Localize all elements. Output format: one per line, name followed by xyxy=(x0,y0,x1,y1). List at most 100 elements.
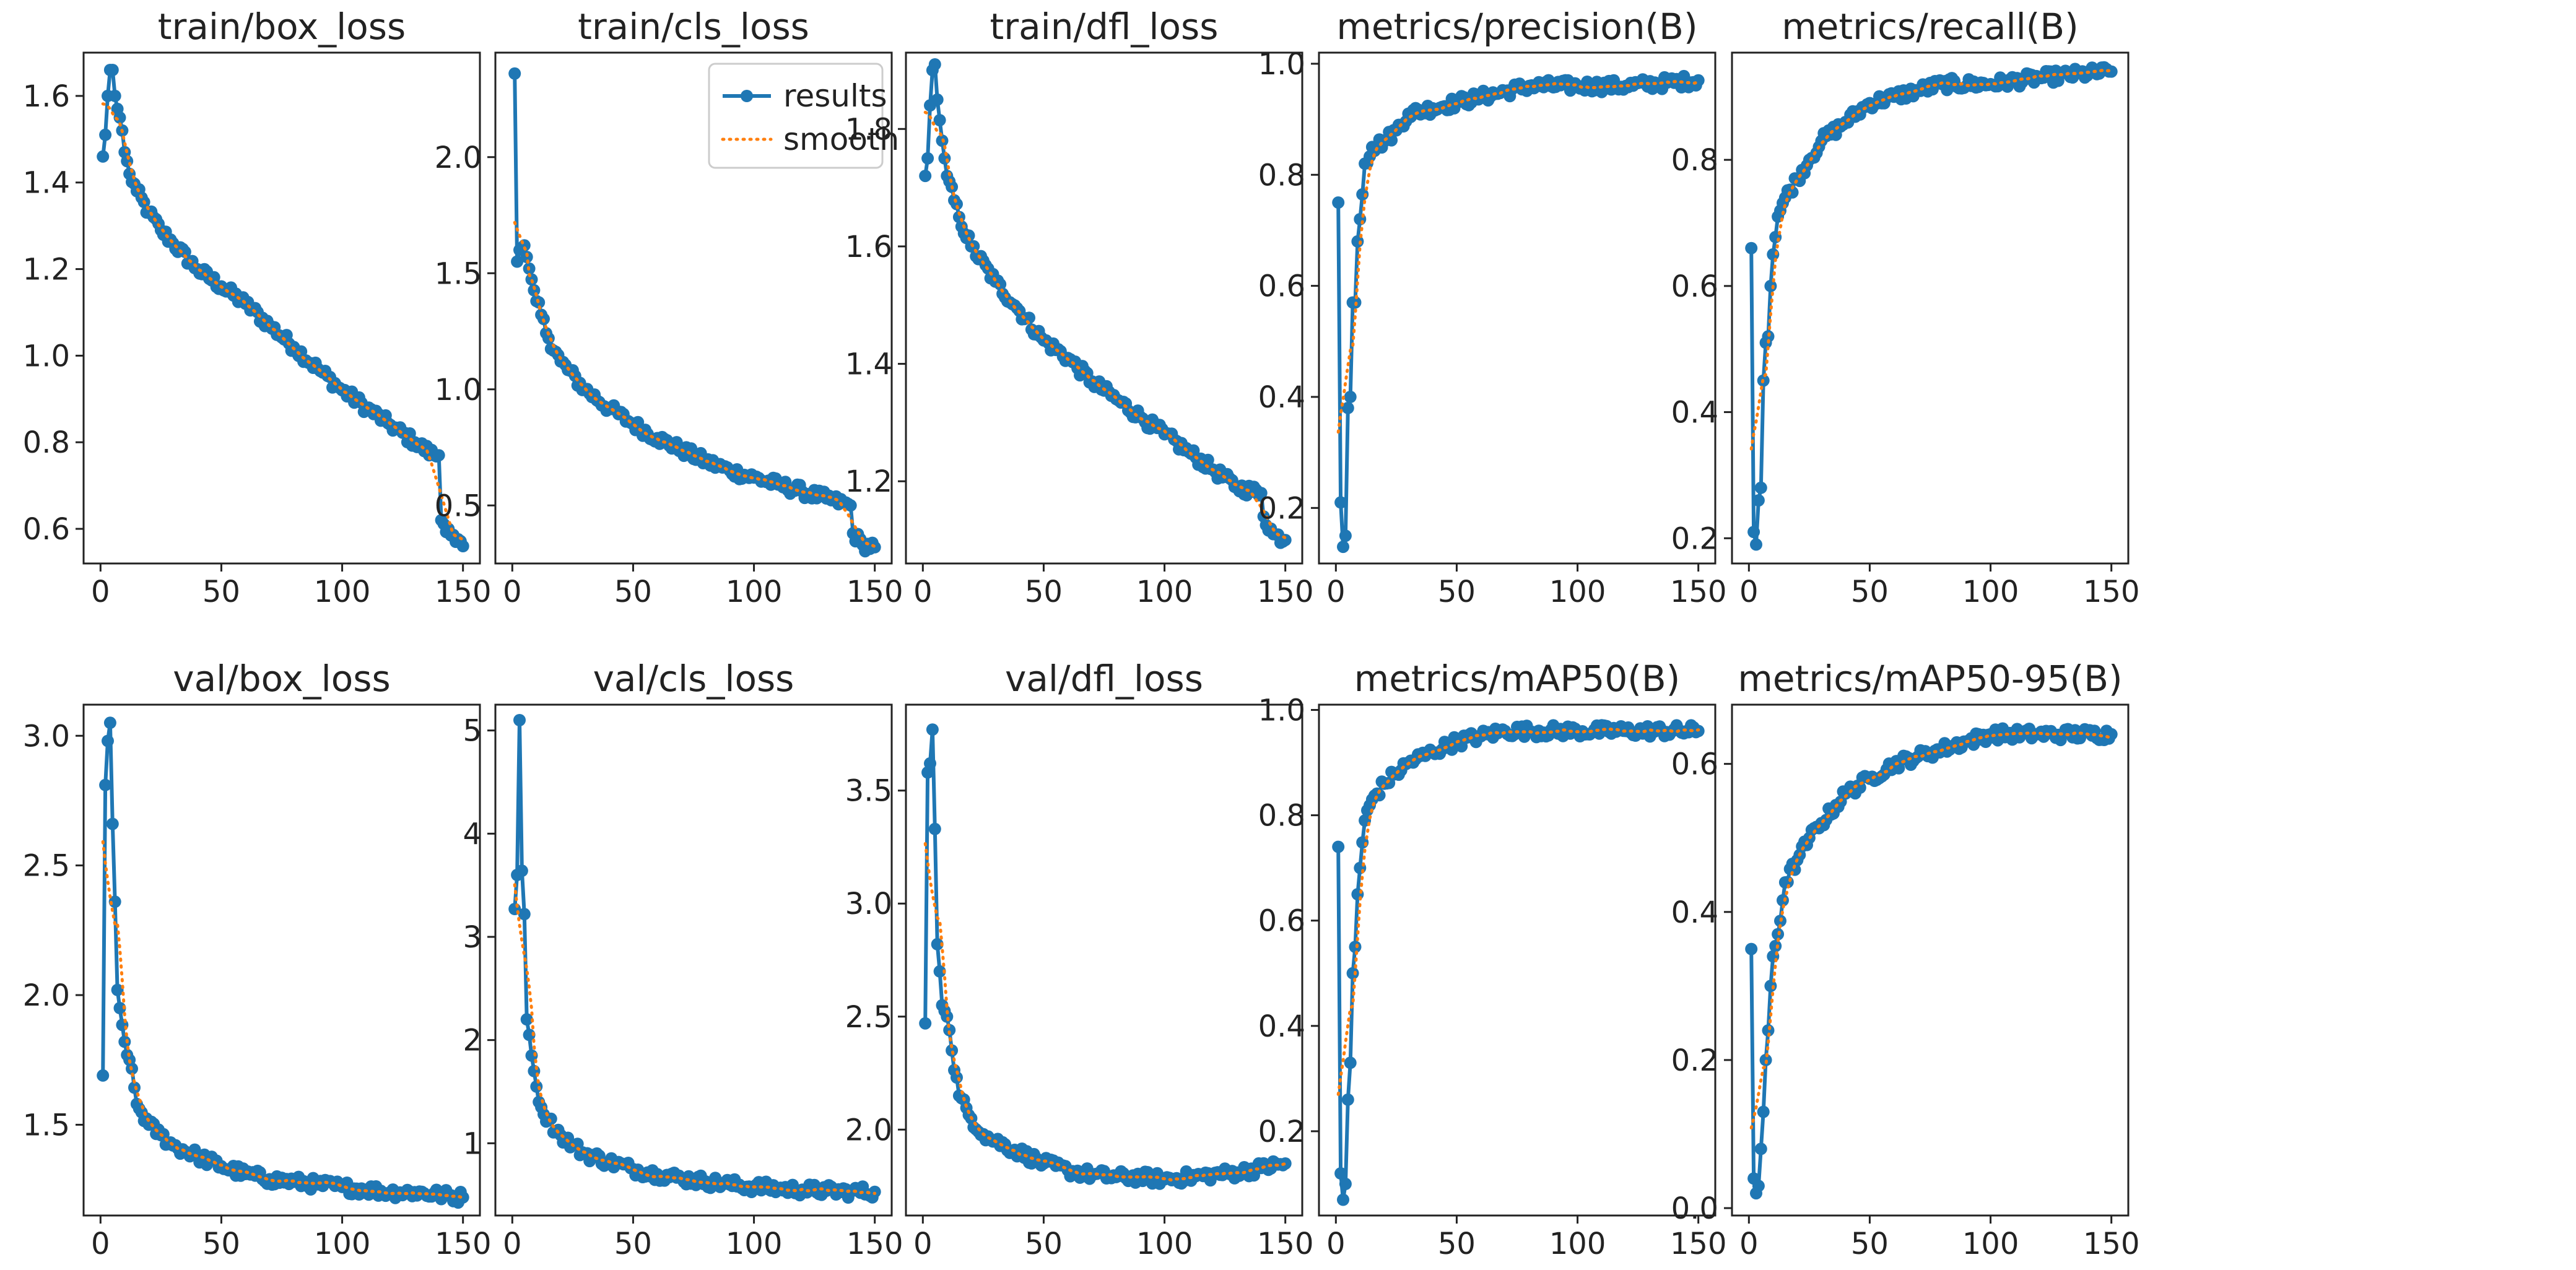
plot-area xyxy=(919,58,1292,549)
y-tick-label: 0.2 xyxy=(1258,1115,1305,1149)
result-point xyxy=(513,714,526,726)
result-point xyxy=(1344,1056,1357,1069)
result-point xyxy=(931,937,944,950)
plot-area xyxy=(1332,719,1705,1206)
result-point xyxy=(941,1010,954,1023)
result-point xyxy=(2105,728,2118,741)
y-tick-label: 3.0 xyxy=(845,887,892,921)
legend: results smooth xyxy=(708,63,899,169)
plot-area xyxy=(97,716,469,1209)
result-point xyxy=(1279,534,1292,547)
y-tick-label: 3 xyxy=(463,920,482,955)
y-tick-label: 0.6 xyxy=(1671,747,1718,782)
smooth-line xyxy=(101,840,465,1199)
result-point xyxy=(520,1013,533,1026)
plot-area xyxy=(1745,722,2118,1200)
plot-frame xyxy=(1731,51,2130,565)
result-point xyxy=(1941,84,1954,97)
x-tick-label: 50 xyxy=(1025,575,1063,609)
x-tick-label: 100 xyxy=(1549,575,1606,609)
y-tick-label: 0.2 xyxy=(1671,521,1718,556)
result-point xyxy=(928,58,941,71)
result-point xyxy=(99,778,112,791)
plot-frame xyxy=(1318,51,1717,565)
results-line xyxy=(1336,723,1700,1202)
x-tick-label: 150 xyxy=(1257,575,1314,609)
smooth-line xyxy=(1336,80,1700,434)
x-tick-label: 0 xyxy=(91,1227,110,1261)
y-tick-label: 4 xyxy=(463,817,482,851)
y-tick-label: 0.6 xyxy=(1258,904,1305,939)
result-point xyxy=(1762,1024,1775,1037)
x-tick-label: 100 xyxy=(1962,575,2019,609)
result-point xyxy=(1356,188,1369,201)
x-tick-label: 0 xyxy=(91,575,110,609)
y-tick-label: 0.6 xyxy=(23,512,70,547)
smooth-line xyxy=(1336,727,1700,1096)
result-point xyxy=(921,152,934,165)
plot-area xyxy=(97,64,469,552)
result-point xyxy=(1754,481,1767,494)
panel-title: metrics/mAP50(B) xyxy=(1354,658,1681,700)
result-point xyxy=(102,734,114,747)
legend-results-label: results xyxy=(783,78,887,114)
result-point xyxy=(1769,939,1782,952)
result-point xyxy=(1777,894,1789,907)
plot-frame xyxy=(82,51,481,565)
result-point xyxy=(456,540,469,552)
result-point xyxy=(113,1002,126,1014)
result-point xyxy=(1334,1167,1347,1180)
plot-frame xyxy=(1318,703,1717,1217)
y-tick-label: 1.6 xyxy=(23,79,70,114)
panel-val-cls-loss: val/cls_loss 0 50 100 150 1 2 3 4 5 xyxy=(463,658,903,1261)
plot-frame xyxy=(494,703,893,1217)
result-point xyxy=(518,908,531,921)
result-point xyxy=(511,255,524,268)
result-point xyxy=(994,278,1007,291)
x-tick-label: 150 xyxy=(846,1227,903,1261)
panel-train-cls-loss: train/cls_loss 0 50 100 150 0.5 1.0 1.5 2.0 resul… xyxy=(435,6,903,609)
y-tick-label: 0.8 xyxy=(1258,158,1305,193)
result-point xyxy=(1334,496,1347,509)
y-tick-label: 5 xyxy=(463,714,482,749)
smooth-line xyxy=(513,220,877,549)
panel-title: metrics/precision(B) xyxy=(1336,6,1697,48)
y-tick-label: 0.6 xyxy=(1671,269,1718,304)
y-tick-label: 2.0 xyxy=(845,1113,892,1147)
legend-box xyxy=(708,63,884,169)
result-point xyxy=(1747,526,1760,539)
panel-title: train/dfl_loss xyxy=(990,6,1219,48)
results-line xyxy=(1336,74,1700,549)
y-tick-label: 0.4 xyxy=(1258,1009,1305,1044)
smooth-line xyxy=(101,102,465,542)
panel-val-dfl-loss: val/dfl_loss 0 50 100 150 2.0 2.5 3.0 3.5 xyxy=(845,658,1314,1261)
result-point xyxy=(1853,781,1866,794)
x-tick-label: 100 xyxy=(1962,1227,2019,1261)
x-tick-label: 100 xyxy=(1136,1227,1193,1261)
y-tick-label: 0.8 xyxy=(1671,143,1718,178)
y-tick-label: 0.6 xyxy=(1258,269,1305,304)
legend-results-marker xyxy=(741,90,753,102)
legend-smooth-label: smooth xyxy=(783,121,899,157)
x-tick-label: 0 xyxy=(503,575,522,609)
smooth-line xyxy=(513,883,877,1195)
x-tick-label: 150 xyxy=(1257,1227,1314,1261)
y-tick-label: 2 xyxy=(463,1024,482,1058)
result-point xyxy=(924,757,936,770)
result-point xyxy=(946,1044,959,1057)
panel-metrics-precision-b: metrics/precision(B) 0 50 100 150 0.2 0.4 0.6 0.… xyxy=(1258,6,1727,609)
y-tick-label: 1 xyxy=(463,1126,482,1161)
result-point xyxy=(919,170,932,183)
x-tick-label: 0 xyxy=(503,1227,522,1261)
x-tick-label: 0 xyxy=(913,575,933,609)
panel-val-box-loss: val/box_loss 0 50 100 150 1.5 2.0 2.5 3.0 xyxy=(23,658,492,1261)
result-point xyxy=(530,1080,543,1093)
result-point xyxy=(1339,1178,1352,1190)
result-point xyxy=(1344,391,1357,403)
result-point xyxy=(1752,1180,1765,1193)
result-point xyxy=(99,128,112,141)
y-tick-label: 0.0 xyxy=(1671,1191,1718,1226)
result-point xyxy=(106,64,119,76)
